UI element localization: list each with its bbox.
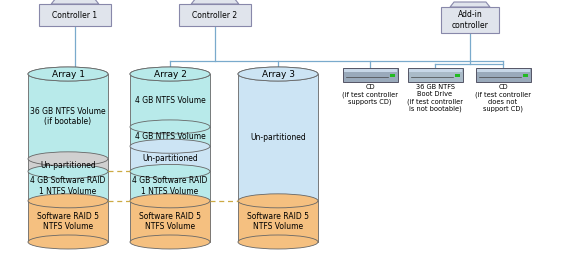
- Polygon shape: [130, 74, 210, 127]
- Ellipse shape: [130, 235, 210, 249]
- Bar: [343, 69, 396, 72]
- Ellipse shape: [238, 235, 318, 249]
- Polygon shape: [28, 171, 108, 201]
- Ellipse shape: [130, 120, 210, 134]
- FancyBboxPatch shape: [343, 68, 397, 82]
- Polygon shape: [450, 2, 490, 7]
- Polygon shape: [238, 201, 318, 242]
- Ellipse shape: [28, 152, 108, 166]
- FancyBboxPatch shape: [39, 4, 111, 26]
- Ellipse shape: [28, 164, 108, 178]
- Polygon shape: [51, 0, 99, 4]
- Text: 4 GB Software RAID
1 NTFS Volume: 4 GB Software RAID 1 NTFS Volume: [132, 177, 208, 196]
- Text: Un-partitioned: Un-partitioned: [142, 154, 198, 163]
- Polygon shape: [130, 146, 210, 171]
- FancyBboxPatch shape: [441, 7, 499, 33]
- Text: Software RAID 5
NTFS Volume: Software RAID 5 NTFS Volume: [247, 212, 309, 231]
- Text: Add-in
controller: Add-in controller: [452, 10, 488, 30]
- Text: 4 GB NTFS Volume: 4 GB NTFS Volume: [135, 96, 206, 105]
- Bar: [476, 69, 529, 72]
- Polygon shape: [130, 127, 210, 146]
- Text: Software RAID 5
NTFS Volume: Software RAID 5 NTFS Volume: [139, 212, 201, 231]
- Ellipse shape: [130, 164, 210, 178]
- Polygon shape: [28, 74, 108, 159]
- Text: 4 GB NTFS Volume: 4 GB NTFS Volume: [135, 132, 206, 141]
- Text: Array 2: Array 2: [154, 69, 187, 79]
- Text: Un-partitioned: Un-partitioned: [40, 161, 96, 170]
- Bar: [389, 74, 395, 76]
- FancyBboxPatch shape: [179, 4, 251, 26]
- Text: 4 GB Software RAID
1 NTFS Volume: 4 GB Software RAID 1 NTFS Volume: [31, 177, 105, 196]
- Ellipse shape: [130, 194, 210, 208]
- Ellipse shape: [28, 235, 108, 249]
- Text: 36 GB NTFS
Boot Drive
(if test controller
is not bootable): 36 GB NTFS Boot Drive (if test controlle…: [407, 84, 463, 112]
- Bar: [522, 74, 528, 76]
- Text: Array 1: Array 1: [51, 69, 85, 79]
- Polygon shape: [130, 201, 210, 242]
- Ellipse shape: [130, 67, 210, 81]
- Polygon shape: [130, 171, 210, 201]
- Text: Un-partitioned: Un-partitioned: [250, 133, 306, 142]
- Polygon shape: [28, 159, 108, 171]
- Bar: [454, 74, 460, 76]
- FancyBboxPatch shape: [476, 68, 530, 82]
- Bar: [408, 69, 461, 72]
- Text: 36 GB NTFS Volume
(if bootable): 36 GB NTFS Volume (if bootable): [30, 107, 106, 126]
- Text: Controller 2: Controller 2: [192, 10, 237, 20]
- Text: Software RAID 5
NTFS Volume: Software RAID 5 NTFS Volume: [37, 212, 99, 231]
- Polygon shape: [28, 201, 108, 242]
- Ellipse shape: [130, 139, 210, 153]
- Text: Controller 1: Controller 1: [52, 10, 97, 20]
- Polygon shape: [238, 74, 318, 201]
- Polygon shape: [191, 0, 239, 4]
- Ellipse shape: [130, 67, 210, 81]
- FancyBboxPatch shape: [407, 68, 463, 82]
- Ellipse shape: [28, 194, 108, 208]
- Ellipse shape: [28, 67, 108, 81]
- Text: CD
(if test controller
supports CD): CD (if test controller supports CD): [342, 84, 398, 105]
- Text: CD
(if test controller
does not
support CD): CD (if test controller does not support …: [475, 84, 531, 112]
- Ellipse shape: [238, 194, 318, 208]
- Ellipse shape: [238, 67, 318, 81]
- Ellipse shape: [28, 67, 108, 81]
- Ellipse shape: [238, 67, 318, 81]
- Text: Array 3: Array 3: [262, 69, 294, 79]
